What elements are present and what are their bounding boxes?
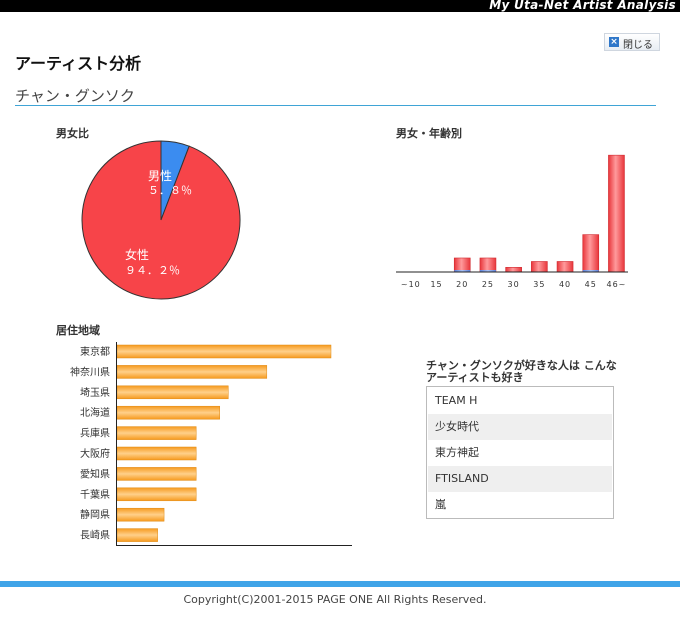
region-bar [116, 426, 197, 440]
age-bar-male [582, 270, 599, 272]
age-bar-female [531, 261, 548, 273]
recommend-item[interactable]: FTISLAND [428, 466, 612, 492]
age-tick-label: 15 [430, 280, 442, 289]
region-label: 静岡県 [80, 508, 110, 521]
pie-slice-female [81, 140, 241, 300]
age-chart-label: 男女・年齢別 [396, 127, 462, 140]
pie-female-percent: ９４．２％ [125, 264, 180, 277]
recommend-item[interactable]: TEAM H [435, 394, 478, 407]
age-bar-female [582, 234, 600, 273]
copyright-text: Copyright(C)2001-2015 PAGE ONE All Right… [183, 593, 487, 606]
age-tick-label: 20 [456, 280, 468, 289]
region-bar [116, 487, 197, 502]
top-banner: My Uta-Net Artist Analysis [0, 0, 680, 12]
region-bar [116, 446, 197, 461]
age-bar-female [505, 267, 522, 273]
artist-divider [15, 105, 656, 106]
age-tick-label: 25 [482, 280, 494, 289]
region-label: 兵庫県 [80, 427, 110, 440]
recommend-item[interactable]: 嵐 [435, 498, 446, 511]
age-bar-female [556, 261, 574, 273]
region-bar [116, 528, 158, 542]
region-label: 東京都 [80, 345, 110, 358]
age-tick-label: 35 [533, 280, 545, 289]
region-chart-label: 居住地域 [56, 324, 100, 337]
age-tick-label: ~10 [401, 280, 421, 289]
footer-bar [0, 581, 680, 587]
region-label: 大阪府 [80, 447, 110, 460]
region-label: 愛知県 [80, 467, 110, 480]
age-bar-male [454, 270, 471, 272]
recommend-list: TEAM H 少女時代 東方神起 FTISLAND 嵐 [426, 386, 614, 519]
region-label: 神奈川県 [70, 365, 110, 378]
gender-chart-label: 男女比 [56, 127, 89, 140]
age-tick-label: 46~ [607, 280, 627, 289]
close-x-icon: × [609, 37, 619, 47]
region-bar [116, 344, 332, 359]
close-button-label: 閉じる [623, 40, 653, 51]
region-label: 埼玉県 [80, 386, 110, 399]
pie-male-percent: ５．８％ [148, 184, 192, 197]
region-label: 北海道 [80, 406, 110, 419]
banner-title: My Uta-Net Artist Analysis [489, 0, 676, 12]
region-bar [116, 405, 220, 420]
age-tick-label: 30 [508, 280, 520, 289]
pie-female-label: 女性 [125, 247, 149, 262]
region-label: 千葉県 [80, 488, 110, 501]
age-bar-female [608, 154, 625, 273]
close-button[interactable]: × 閉じる [604, 33, 660, 51]
age-bar-male [479, 270, 496, 272]
age-tick-label: 40 [559, 280, 571, 289]
age-tick-label: 45 [585, 280, 597, 289]
region-bar [116, 385, 229, 400]
region-bar [116, 507, 165, 522]
artist-name: チャン・グンソク [15, 87, 135, 105]
age-bar-chart: ~10 15 20 25 30 35 40 45 46~ [396, 154, 628, 289]
page-title: アーティスト分析 [15, 54, 142, 73]
pie-male-label: 男性 [148, 169, 172, 183]
recommend-title: チャン・グンソクが好きな人は こんなアーティストも好き [426, 359, 617, 384]
recommend-item[interactable]: 少女時代 [428, 414, 612, 440]
recommend-item[interactable]: 東方神起 [435, 446, 479, 459]
region-bar [116, 365, 268, 379]
age-bar-female [479, 257, 497, 273]
region-bar [116, 467, 197, 481]
age-bar-female [453, 257, 471, 273]
region-label: 長崎県 [80, 529, 110, 542]
gender-pie-chart: 男性 ５．８％ 女性 ９４．２％ [81, 140, 241, 300]
